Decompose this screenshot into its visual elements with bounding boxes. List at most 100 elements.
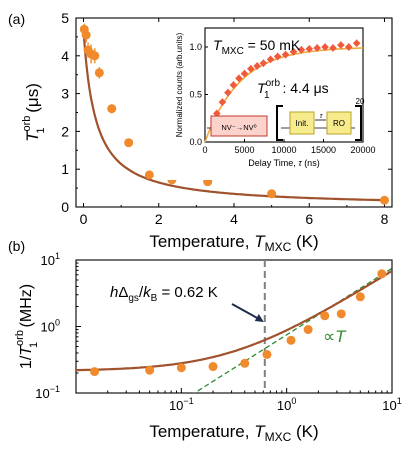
y-tick-label-b: 101 <box>41 251 60 268</box>
x-tick-label: 2 <box>155 211 163 227</box>
y-tick-label: 3 <box>61 86 69 102</box>
y-tick-label: 2 <box>61 123 69 139</box>
y-tick-label: 0 <box>61 199 69 215</box>
inset-t1-value: : 4.4 μs <box>279 80 329 96</box>
inset-y-tick-label: 0.5 <box>189 90 202 100</box>
inset-panel: 0 5000 10000 15000 20000 0.0 0.5 1.0 Delay Time,… <box>165 24 376 180</box>
x-tick-label: 6 <box>305 211 313 227</box>
left-bracket <box>276 105 283 141</box>
nv-pulse-box <box>210 115 268 137</box>
inset-x-tick-label: 15000 <box>311 145 336 155</box>
gap-annotation-slash: / <box>139 284 144 301</box>
x-tick-label: 4 <box>230 211 238 227</box>
right-bracket <box>355 105 362 141</box>
x-tick-exp: 0 <box>291 396 296 406</box>
y-tick-label: 1 <box>61 161 69 177</box>
gap-annotation-sub-gs: gs <box>128 293 139 304</box>
gap-annotation: hΔgs/kB = 0.62 K <box>110 284 218 304</box>
data-point-b <box>240 358 250 368</box>
y-tick-exp: −1 <box>50 384 60 394</box>
inset-t1-text: Torb 1 : 4.4 μs <box>257 78 329 101</box>
proportional-var: T <box>335 327 347 346</box>
gap-annotation-k: k <box>143 284 152 301</box>
x-axis-label-var: T <box>254 232 266 251</box>
data-point <box>144 170 154 180</box>
y-axis-label-unit-b: (MHz) <box>18 284 35 332</box>
y-axis-label-b: 1/Torb 1 (MHz) <box>14 284 40 369</box>
y-axis-label-var-b: T <box>18 345 35 356</box>
data-point-b <box>262 349 272 359</box>
y-axis-label-sub-b: 1 <box>28 342 40 348</box>
inset-x-label: Delay Time, τ (ns) <box>248 158 319 168</box>
x-axis-label-unit: (K) <box>291 232 318 251</box>
readout-pulse-label: RO <box>333 119 345 128</box>
repeat-count-label: 20 <box>356 97 365 106</box>
x-tick-exp: −1 <box>183 396 193 406</box>
data-point <box>90 51 100 61</box>
inset-x-label-unit: (ns) <box>302 158 320 168</box>
x-tick-label-b: 100 <box>277 396 296 413</box>
inset-t1-var: T <box>257 80 267 96</box>
inset-x-tick-label: 10000 <box>271 145 296 155</box>
x-axis-label-unit-b: (K) <box>291 422 318 441</box>
x-tick-exp: 1 <box>397 396 402 406</box>
readout-pulse-box <box>326 111 352 135</box>
y-tick-label-b: 100 <box>41 318 60 335</box>
data-point <box>124 138 134 148</box>
tau-label: τ <box>320 113 323 120</box>
inset-x-tick-label: 20000 <box>350 145 375 155</box>
x-tick-base: 10 <box>169 398 183 413</box>
x-tick-label-b: 10−1 <box>169 396 194 413</box>
inset-data-point <box>253 62 261 70</box>
data-point-b <box>145 365 155 375</box>
x-tick-base: 10 <box>382 398 396 413</box>
fit-curve <box>82 30 385 202</box>
x-tick-label: 0 <box>80 211 88 227</box>
x-tick-base: 10 <box>277 398 291 413</box>
gap-annotation-h: h <box>110 284 118 301</box>
gap-arrow-shaft <box>231 303 262 321</box>
data-point <box>81 30 91 40</box>
x-axis-label-b: Temperature, TMXC (K) <box>149 422 318 444</box>
gap-annotation-delta: Δ <box>118 284 128 301</box>
plot-area-b <box>76 260 392 393</box>
data-point <box>94 68 104 78</box>
data-point <box>267 189 277 199</box>
y-tick-exp: 1 <box>55 251 60 261</box>
x-axis-label: Temperature, TMXC (K) <box>149 232 318 254</box>
y-axis-label-sup: orb <box>21 116 33 132</box>
x-axis-label-text-b: Temperature, <box>149 422 254 441</box>
inset-data-point <box>218 98 227 106</box>
inset-temp-value: = 50 mK <box>244 37 301 53</box>
init-pulse-label: Init. <box>296 119 309 128</box>
inset-data-point <box>213 109 221 118</box>
y-tick-base: 10 <box>41 253 55 268</box>
inset-x-label-var: τ <box>298 158 302 168</box>
gap-annotation-sub-b: B <box>151 293 158 304</box>
inset-temperature-text: TMXC = 50 mK <box>213 37 301 57</box>
y-axis-label: Torb 1 (μs) <box>21 83 47 142</box>
x-axis-label-sub: MXC <box>265 240 292 254</box>
y-axis-label-var: T <box>23 130 42 142</box>
inset-t1-sub: 1 <box>264 90 270 101</box>
data-point-b <box>208 362 218 372</box>
gap-annotation-value: = 0.62 K <box>157 284 217 301</box>
fit-curve-b <box>76 269 392 372</box>
inset-temp-sub: MXC <box>222 46 244 57</box>
y-tick-label: 5 <box>61 10 69 26</box>
y-axis-label-prefix-b: 1/ <box>18 355 35 369</box>
gap-arrow-head <box>254 314 264 322</box>
x-axis-label-text: Temperature, <box>149 232 254 251</box>
data-point-b <box>355 292 365 302</box>
y-axis-label-sub: 1 <box>35 127 47 133</box>
proportional-label: ∝T <box>323 327 347 346</box>
init-pulse-box <box>289 111 315 135</box>
inset-y-tick-label: 1.0 <box>189 42 202 52</box>
data-point-b <box>176 363 186 373</box>
linear-reference-line <box>193 267 392 393</box>
data-point-b <box>377 269 387 279</box>
panel-label-b: (b) <box>8 238 25 254</box>
inset-y-label: Normalized counts (arb.units) <box>175 32 184 137</box>
